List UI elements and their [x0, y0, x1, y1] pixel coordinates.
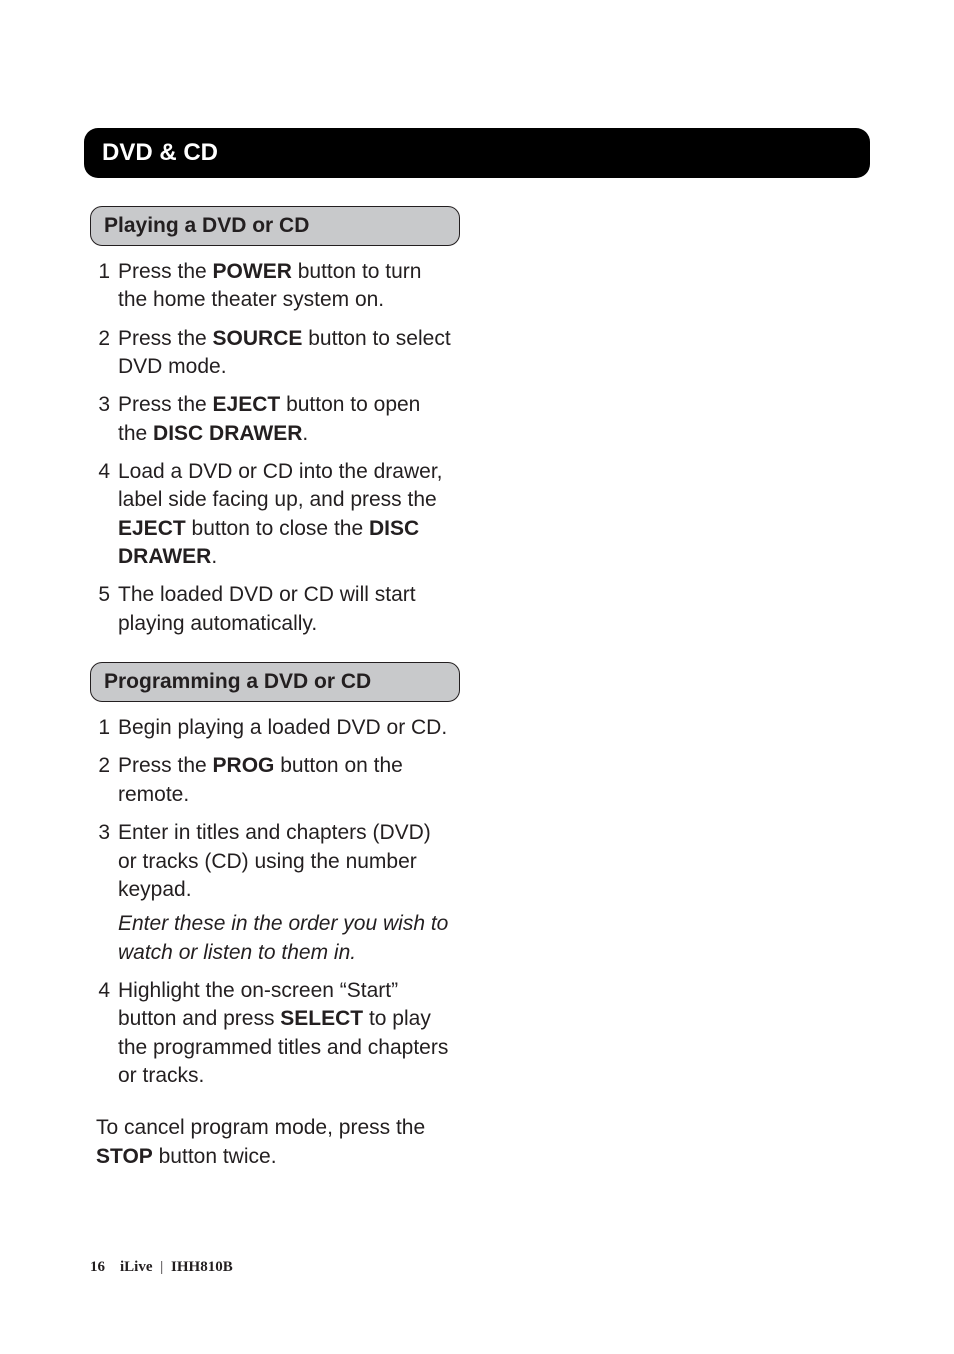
step-item: 3 Press the EJECT button to open the DIS… — [96, 391, 454, 448]
step-item: 5 The loaded DVD or CD will start playin… — [96, 581, 454, 638]
step-body: Press the EJECT button to open the DISC … — [118, 391, 454, 448]
step-item: 4 Load a DVD or CD into the drawer, labe… — [96, 458, 454, 571]
step-item: 1 Press the POWER button to turn the hom… — [96, 258, 454, 315]
step-body: Enter in titles and chapters (DVD) or tr… — [118, 819, 454, 967]
footer-model: IHH810B — [171, 1259, 233, 1275]
subsection-header: Playing a DVD or CD — [90, 206, 460, 246]
step-body: The loaded DVD or CD will start playing … — [118, 581, 454, 638]
subsection-title: Playing a DVD or CD — [104, 214, 309, 237]
step-number: 4 — [96, 458, 118, 571]
footer-brand: iLive — [120, 1259, 153, 1275]
step-note: Enter these in the order you wish to wat… — [118, 910, 454, 967]
step-item: 1 Begin playing a loaded DVD or CD. — [96, 714, 454, 742]
step-number: 5 — [96, 581, 118, 638]
subsection-header: Programming a DVD or CD — [90, 662, 460, 702]
trailing-paragraph: To cancel program mode, press the STOP b… — [90, 1114, 460, 1171]
step-body: Begin playing a loaded DVD or CD. — [118, 714, 454, 742]
step-number: 1 — [96, 714, 118, 742]
manual-page: DVD & CD Playing a DVD or CD 1 Press the… — [0, 0, 954, 1354]
page-number: 16 — [90, 1259, 105, 1275]
step-body: Press the SOURCE button to select DVD mo… — [118, 325, 454, 382]
step-number: 1 — [96, 258, 118, 315]
step-body: Highlight the on-screen “Start” button a… — [118, 977, 454, 1090]
section-bar: DVD & CD — [84, 128, 870, 178]
content-column: Playing a DVD or CD 1 Press the POWER bu… — [90, 206, 460, 1171]
step-number: 2 — [96, 325, 118, 382]
step-text: Enter in titles and chapters (DVD) or tr… — [118, 821, 431, 901]
footer-separator: | — [156, 1259, 167, 1275]
step-list: 1 Begin playing a loaded DVD or CD. 2 Pr… — [90, 714, 460, 1090]
section-bar-title: DVD & CD — [102, 139, 218, 166]
step-number: 4 — [96, 977, 118, 1090]
step-body: Load a DVD or CD into the drawer, label … — [118, 458, 454, 571]
page-footer: 16 iLive | IHH810B — [90, 1259, 233, 1276]
step-item: 3 Enter in titles and chapters (DVD) or … — [96, 819, 454, 967]
step-item: 2 Press the SOURCE button to select DVD … — [96, 325, 454, 382]
step-item: 2 Press the PROG button on the remote. — [96, 752, 454, 809]
step-body: Press the POWER button to turn the home … — [118, 258, 454, 315]
step-item: 4 Highlight the on-screen “Start” button… — [96, 977, 454, 1090]
step-number: 3 — [96, 819, 118, 967]
step-number: 3 — [96, 391, 118, 448]
step-list: 1 Press the POWER button to turn the hom… — [90, 258, 460, 638]
step-number: 2 — [96, 752, 118, 809]
subsection-title: Programming a DVD or CD — [104, 670, 371, 693]
step-body: Press the PROG button on the remote. — [118, 752, 454, 809]
